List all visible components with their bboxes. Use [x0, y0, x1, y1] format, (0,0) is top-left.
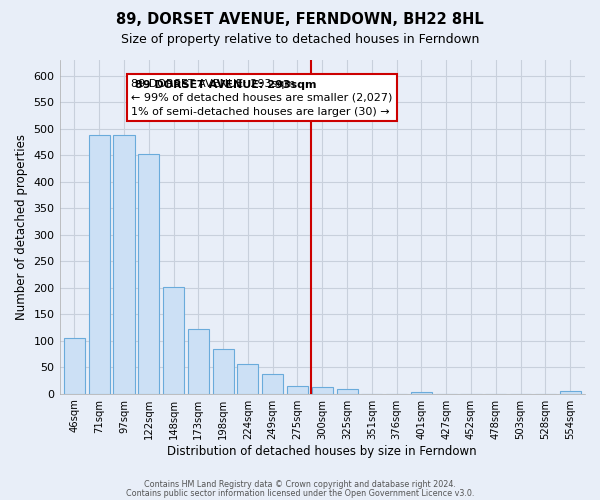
Y-axis label: Number of detached properties: Number of detached properties [15, 134, 28, 320]
Bar [113, 135, 134, 394]
Text: Contains public sector information licensed under the Open Government Licence v3: Contains public sector information licen… [126, 488, 474, 498]
Bar [337, 390, 358, 394]
Bar [64, 338, 85, 394]
Text: Contains HM Land Registry data © Crown copyright and database right 2024.: Contains HM Land Registry data © Crown c… [144, 480, 456, 489]
Bar [312, 387, 333, 394]
Bar [262, 374, 283, 394]
Bar [411, 392, 432, 394]
Bar [138, 154, 160, 394]
Bar [188, 329, 209, 394]
Bar [212, 349, 233, 394]
X-axis label: Distribution of detached houses by size in Ferndown: Distribution of detached houses by size … [167, 444, 477, 458]
Text: 89 DORSET AVENUE: 293sqm
← 99% of detached houses are smaller (2,027)
1% of semi: 89 DORSET AVENUE: 293sqm ← 99% of detach… [131, 78, 393, 116]
Bar [89, 135, 110, 394]
Text: 89 DORSET AVENUE: 293sqm: 89 DORSET AVENUE: 293sqm [135, 80, 317, 90]
Bar [163, 286, 184, 394]
Bar [287, 386, 308, 394]
Text: Size of property relative to detached houses in Ferndown: Size of property relative to detached ho… [121, 32, 479, 46]
Text: 89, DORSET AVENUE, FERNDOWN, BH22 8HL: 89, DORSET AVENUE, FERNDOWN, BH22 8HL [116, 12, 484, 28]
Bar [560, 391, 581, 394]
Bar [238, 364, 259, 394]
